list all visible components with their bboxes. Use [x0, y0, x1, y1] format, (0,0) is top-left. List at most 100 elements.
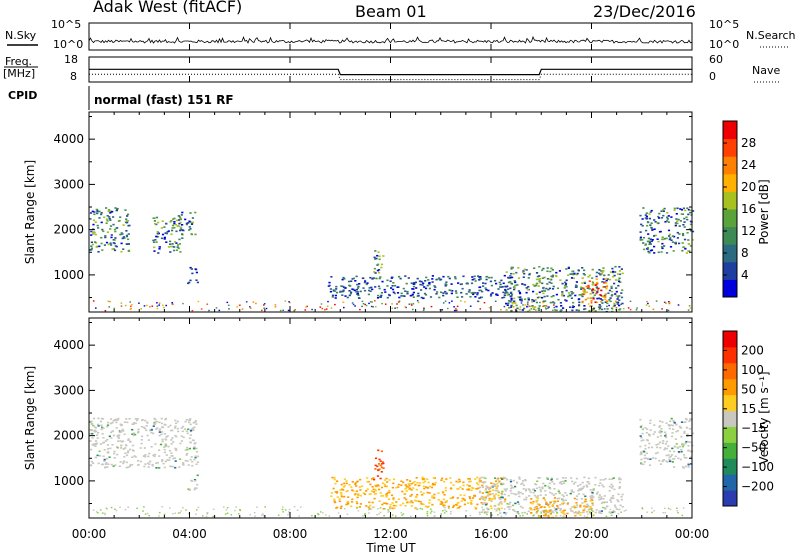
data-cell	[555, 275, 558, 278]
data-cell	[682, 207, 685, 210]
data-cell	[146, 512, 149, 515]
data-cell	[412, 303, 415, 305]
data-cell	[344, 287, 347, 289]
data-cell	[544, 300, 547, 302]
data-cell	[100, 424, 103, 427]
data-cell	[586, 287, 589, 290]
data-cell	[520, 483, 523, 485]
data-cell	[144, 463, 147, 465]
data-cell	[475, 482, 479, 484]
data-cell	[383, 479, 387, 481]
data-cell	[128, 418, 131, 420]
data-cell	[406, 290, 409, 293]
data-cell	[117, 437, 120, 439]
data-cell	[90, 230, 93, 233]
data-cell	[570, 477, 573, 479]
data-cell	[104, 440, 107, 442]
data-cell	[399, 277, 402, 280]
data-cell	[662, 238, 665, 241]
data-cell	[642, 463, 645, 466]
data-cell	[339, 507, 342, 509]
data-cell	[504, 499, 507, 502]
data-cell	[563, 502, 566, 504]
data-cell	[503, 488, 506, 490]
data-cell	[601, 271, 604, 273]
data-cell	[604, 278, 607, 280]
data-cell	[608, 278, 612, 281]
data-cell	[569, 492, 572, 495]
data-cell	[404, 306, 407, 308]
data-cell	[383, 288, 386, 291]
data-cell	[410, 493, 413, 496]
data-cell	[457, 282, 460, 284]
data-cell	[108, 217, 111, 220]
data-cell	[646, 439, 649, 442]
data-cell	[647, 250, 650, 253]
data-cell	[123, 433, 126, 436]
data-cell	[581, 481, 584, 484]
data-cell	[599, 273, 602, 275]
data-cell	[548, 509, 552, 512]
data-cell	[569, 508, 572, 510]
data-cell	[343, 495, 346, 498]
data-cell	[125, 466, 128, 469]
data-cell	[345, 490, 348, 493]
data-cell	[582, 290, 585, 292]
data-cell	[89, 212, 93, 214]
data-cell	[669, 301, 671, 304]
data-cell	[682, 234, 685, 237]
data-cell	[405, 486, 408, 489]
data-cell	[381, 280, 384, 283]
data-cell	[158, 467, 161, 469]
data-cell	[665, 436, 668, 439]
data-cell	[489, 505, 492, 507]
data-cell	[420, 289, 423, 291]
data-cell	[186, 432, 189, 435]
data-cell	[657, 443, 660, 445]
data-cell	[162, 304, 164, 306]
data-cell	[533, 506, 536, 509]
data-cell	[153, 455, 156, 458]
colorbar-segment	[723, 474, 737, 491]
data-cell	[160, 460, 164, 462]
data-cell	[127, 250, 130, 252]
data-cell	[671, 432, 674, 434]
data-cell	[663, 207, 666, 210]
data-cell	[158, 246, 161, 248]
data-cell	[375, 485, 378, 488]
data-cell	[605, 279, 608, 282]
data-cell	[392, 291, 395, 294]
data-cell	[449, 513, 452, 515]
data-cell	[537, 307, 540, 310]
data-cell	[436, 291, 439, 293]
data-cell	[122, 224, 125, 226]
data-cell	[166, 459, 169, 461]
data-cell	[591, 504, 594, 506]
data-cell	[347, 503, 350, 506]
data-cell	[169, 251, 172, 253]
data-cell	[578, 305, 581, 307]
data-cell	[350, 505, 353, 508]
data-cell	[107, 421, 110, 424]
data-cell	[565, 494, 568, 497]
data-cell	[663, 245, 666, 247]
data-cell	[521, 309, 524, 311]
nsky-panel: N.Sky 10^5 10^0 10^5 10^0 N.Search	[5, 18, 796, 51]
data-cell	[146, 434, 149, 437]
data-cell	[365, 490, 368, 492]
data-cell	[380, 495, 383, 497]
data-cell	[376, 514, 378, 516]
data-cell	[591, 288, 594, 290]
data-cell	[460, 500, 463, 502]
data-cell	[490, 498, 493, 501]
data-cell	[586, 511, 589, 513]
data-cell	[430, 510, 433, 512]
data-cell	[689, 245, 692, 247]
data-cell	[606, 308, 609, 310]
data-cell	[541, 282, 544, 285]
data-cell	[469, 514, 472, 517]
nsearch-tick-top: 10^5	[709, 18, 739, 31]
data-cell	[602, 270, 605, 272]
data-cell	[504, 289, 507, 291]
data-cell	[558, 270, 561, 272]
